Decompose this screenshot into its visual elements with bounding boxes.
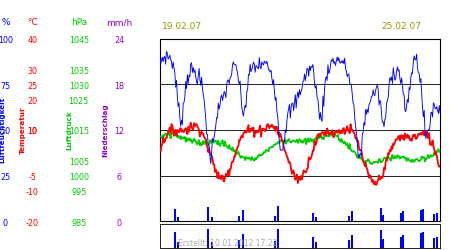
Bar [400,213,402,221]
Bar [312,236,314,248]
Text: 75: 75 [0,82,10,91]
Bar [177,242,179,248]
Text: 985: 985 [71,219,86,228]
Text: 19.02.07: 19.02.07 [162,22,202,31]
Bar [242,210,243,221]
Bar [274,216,276,221]
Bar [436,213,438,221]
Text: 0: 0 [3,219,8,228]
Text: -10: -10 [26,188,39,197]
Text: 25: 25 [0,173,10,182]
Bar [351,211,353,221]
Text: 30: 30 [27,67,37,76]
Bar [211,217,213,221]
Text: mm/h: mm/h [106,18,132,27]
Text: 12: 12 [114,128,124,136]
Text: 18: 18 [114,82,124,91]
Text: 10: 10 [27,128,37,136]
Bar [402,211,404,221]
Bar [174,232,176,248]
Bar [312,212,314,221]
Text: 24: 24 [114,36,124,45]
Bar [380,230,382,248]
Text: 6: 6 [117,173,122,182]
Bar [277,206,279,221]
Text: 50: 50 [0,128,10,136]
Text: 25: 25 [27,82,37,91]
Text: Luftdruck: Luftdruck [67,110,73,150]
Text: Temperatur: Temperatur [19,106,26,154]
Bar [274,241,276,248]
Text: Erstellt: 10.01.2012 17:22: Erstellt: 10.01.2012 17:22 [178,239,277,248]
Bar [315,217,317,221]
Bar [436,238,438,248]
Bar [420,210,422,221]
Text: 20: 20 [27,97,37,106]
Bar [211,242,213,248]
Bar [400,237,402,248]
Text: 1025: 1025 [68,97,89,106]
Bar [348,216,350,221]
Text: 25.02.07: 25.02.07 [382,22,422,31]
Bar [422,209,424,221]
Bar [348,240,350,248]
Bar [207,206,209,221]
Text: 10: 10 [27,128,37,136]
Bar [382,239,384,248]
Text: 40: 40 [27,36,37,45]
Text: 1000: 1000 [69,173,89,182]
Bar [382,214,384,221]
Text: 0: 0 [117,219,122,228]
Bar [433,214,435,221]
Bar [420,234,422,247]
Bar [351,235,353,248]
Text: hPa: hPa [71,18,87,27]
Bar [207,229,209,248]
Bar [242,234,243,247]
Text: 1030: 1030 [69,82,89,91]
Text: -5: -5 [28,173,36,182]
Text: Luftfeuchtigkeit: Luftfeuchtigkeit [0,97,5,163]
Text: 1035: 1035 [69,67,89,76]
Bar [380,208,382,221]
Bar [177,217,179,221]
Bar [238,216,240,221]
Bar [433,238,435,248]
Bar [315,242,317,248]
Bar [238,240,240,248]
Text: 995: 995 [71,188,86,197]
Text: 1045: 1045 [69,36,89,45]
Text: 1005: 1005 [69,158,89,167]
Text: 1015: 1015 [69,128,89,136]
Text: %: % [1,18,10,27]
Bar [277,228,279,248]
Bar [422,232,424,248]
Text: 100: 100 [0,36,13,45]
Text: °C: °C [27,18,38,27]
Bar [174,209,176,221]
Text: -20: -20 [26,219,39,228]
Text: Niederschlag: Niederschlag [103,103,109,157]
Bar [402,235,404,248]
